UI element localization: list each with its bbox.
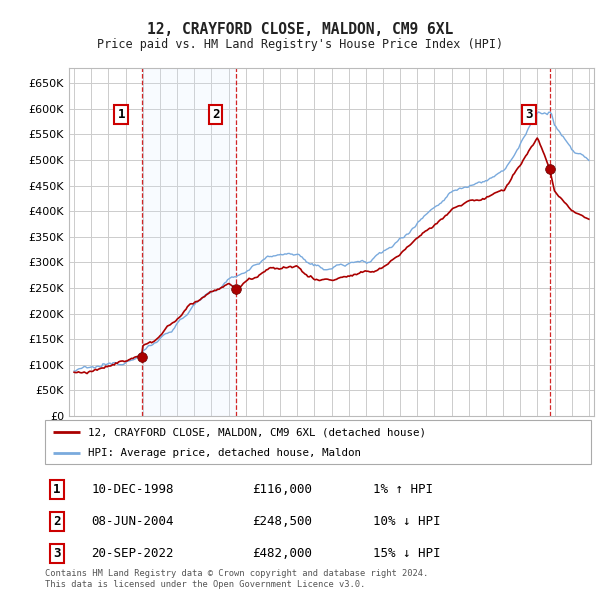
Text: 2: 2 [53,515,61,528]
Text: £116,000: £116,000 [253,483,313,496]
Text: Price paid vs. HM Land Registry's House Price Index (HPI): Price paid vs. HM Land Registry's House … [97,38,503,51]
Text: 3: 3 [526,109,533,122]
Text: 3: 3 [53,548,61,560]
Text: 10% ↓ HPI: 10% ↓ HPI [373,515,440,528]
Bar [142,68,236,416]
Text: 08-JUN-2004: 08-JUN-2004 [91,515,174,528]
Text: Contains HM Land Registry data © Crown copyright and database right 2024.
This d: Contains HM Land Registry data © Crown c… [45,569,428,589]
Text: 2: 2 [212,109,219,122]
Text: £482,000: £482,000 [253,548,313,560]
Text: £248,500: £248,500 [253,515,313,528]
Text: 10-DEC-1998: 10-DEC-1998 [91,483,174,496]
Text: 1% ↑ HPI: 1% ↑ HPI [373,483,433,496]
Text: 20-SEP-2022: 20-SEP-2022 [91,548,174,560]
Text: 15% ↓ HPI: 15% ↓ HPI [373,548,440,560]
Text: 12, CRAYFORD CLOSE, MALDON, CM9 6XL: 12, CRAYFORD CLOSE, MALDON, CM9 6XL [147,22,453,37]
Text: 12, CRAYFORD CLOSE, MALDON, CM9 6XL (detached house): 12, CRAYFORD CLOSE, MALDON, CM9 6XL (det… [88,428,425,437]
Text: HPI: Average price, detached house, Maldon: HPI: Average price, detached house, Mald… [88,448,361,458]
Text: 1: 1 [118,109,125,122]
Text: 1: 1 [53,483,61,496]
